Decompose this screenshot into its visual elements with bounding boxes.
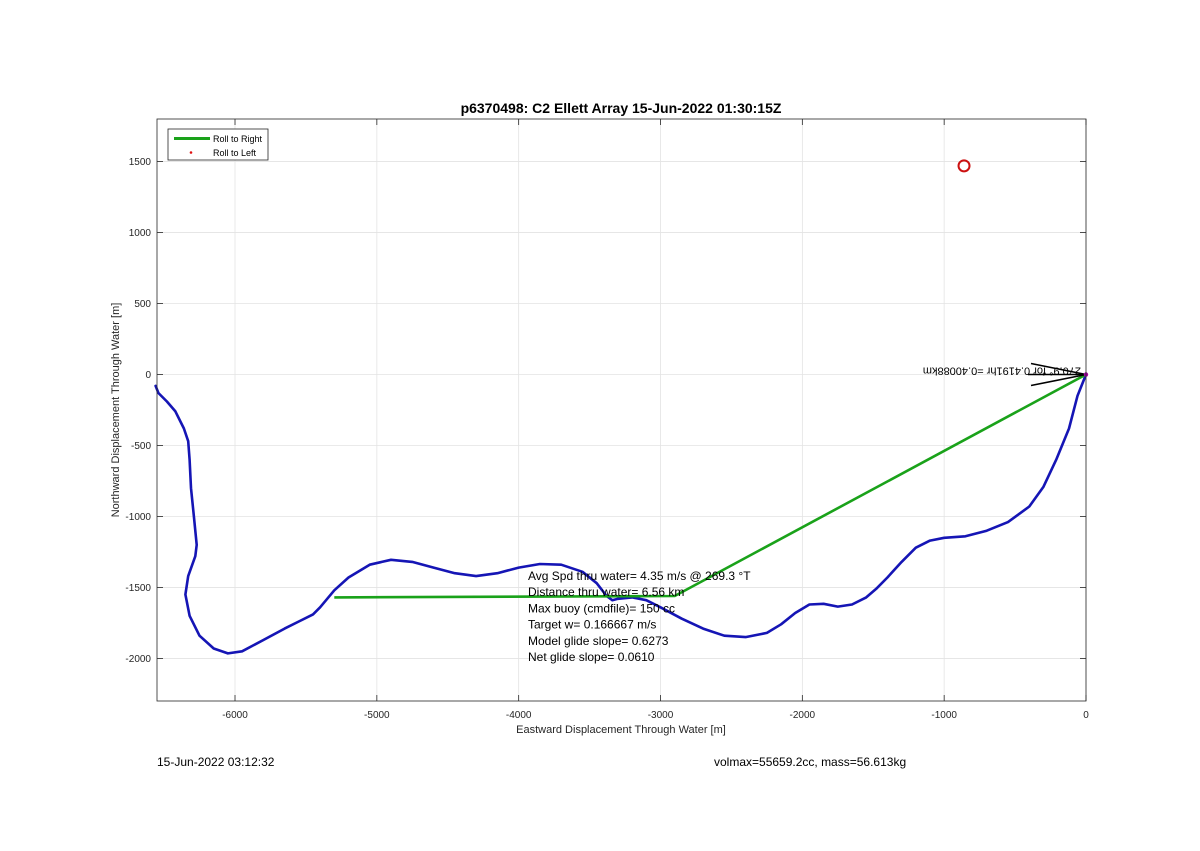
stats-annotation-line: Net glide slope= 0.0610 bbox=[528, 650, 655, 664]
plot-timestamp: 15-Jun-2022 03:12:32 bbox=[157, 755, 275, 769]
x-axis-label: Eastward Displacement Through Water [m] bbox=[516, 724, 726, 736]
legend-label-roll-right: Roll to Right bbox=[213, 134, 263, 144]
chart-title: p6370498: C2 Ellett Array 15-Jun-2022 01… bbox=[461, 100, 782, 116]
x-tick-label: -1000 bbox=[931, 710, 957, 721]
grid-lines bbox=[157, 119, 1087, 701]
legend-label-roll-left: Roll to Left bbox=[213, 148, 257, 158]
x-tick-label: -2000 bbox=[790, 710, 816, 721]
arrow-head-upper bbox=[1030, 362, 1087, 376]
target-waypoint-circle bbox=[957, 159, 971, 173]
y-tick-label: 1000 bbox=[129, 228, 152, 239]
y-tick-label: -500 bbox=[131, 441, 151, 452]
legend-box bbox=[167, 128, 269, 161]
heading-arrow: 270.9° for 0.4191hr =0.40088km bbox=[923, 362, 1087, 387]
series-layer: 270.9° for 0.4191hr =0.40088km bbox=[154, 159, 1089, 655]
y-axis-label: Northward Displacement Through Water [m] bbox=[110, 303, 122, 518]
stats-annotation-line: Target w= 0.166667 m/s bbox=[528, 618, 656, 632]
legend: Roll to Right Roll to Left bbox=[167, 128, 269, 161]
plot-background bbox=[157, 119, 1086, 701]
x-tick-label: -5000 bbox=[364, 710, 390, 721]
stats-annotations: Avg Spd thru water= 4.35 m/s @ 269.3 °T D… bbox=[528, 569, 751, 664]
y-tick-label: 500 bbox=[134, 299, 151, 310]
x-tick-label: -4000 bbox=[506, 710, 532, 721]
x-tick-label: 0 bbox=[1083, 710, 1089, 721]
glider-track-line bbox=[154, 373, 1088, 655]
plot-frame bbox=[156, 118, 1087, 702]
y-tick-label: -1000 bbox=[125, 512, 151, 523]
volmax-mass-info: volmax=55659.2cc, mass=56.613kg bbox=[714, 755, 907, 769]
stats-annotation-line: Distance thru water= 6.56 km bbox=[528, 585, 684, 599]
y-tick-label: -2000 bbox=[125, 654, 151, 665]
legend-swatch-roll-left bbox=[189, 151, 193, 154]
x-tick-label: -3000 bbox=[648, 710, 674, 721]
arrow-heading-label: 270.9° for 0.4191hr =0.40088km bbox=[923, 365, 1081, 377]
axis-ticks: -6000 -5000 -4000 -3000 -2000 -1000 0-2000-150… bbox=[125, 119, 1089, 721]
y-tick-label: 0 bbox=[145, 370, 151, 381]
arrow-head-lower bbox=[1030, 373, 1087, 387]
roll-right-line bbox=[334, 373, 1087, 599]
stats-annotation-line: Model glide slope= 0.6273 bbox=[528, 634, 669, 648]
y-tick-label: 1500 bbox=[129, 157, 152, 168]
x-tick-label: -6000 bbox=[222, 710, 248, 721]
stats-annotation-line: Max buoy (cmdfile)= 150 cc bbox=[528, 601, 675, 615]
y-tick-label: -1500 bbox=[125, 583, 151, 594]
stats-annotation-line: Avg Spd thru water= 4.35 m/s @ 269.3 °T bbox=[528, 569, 751, 583]
